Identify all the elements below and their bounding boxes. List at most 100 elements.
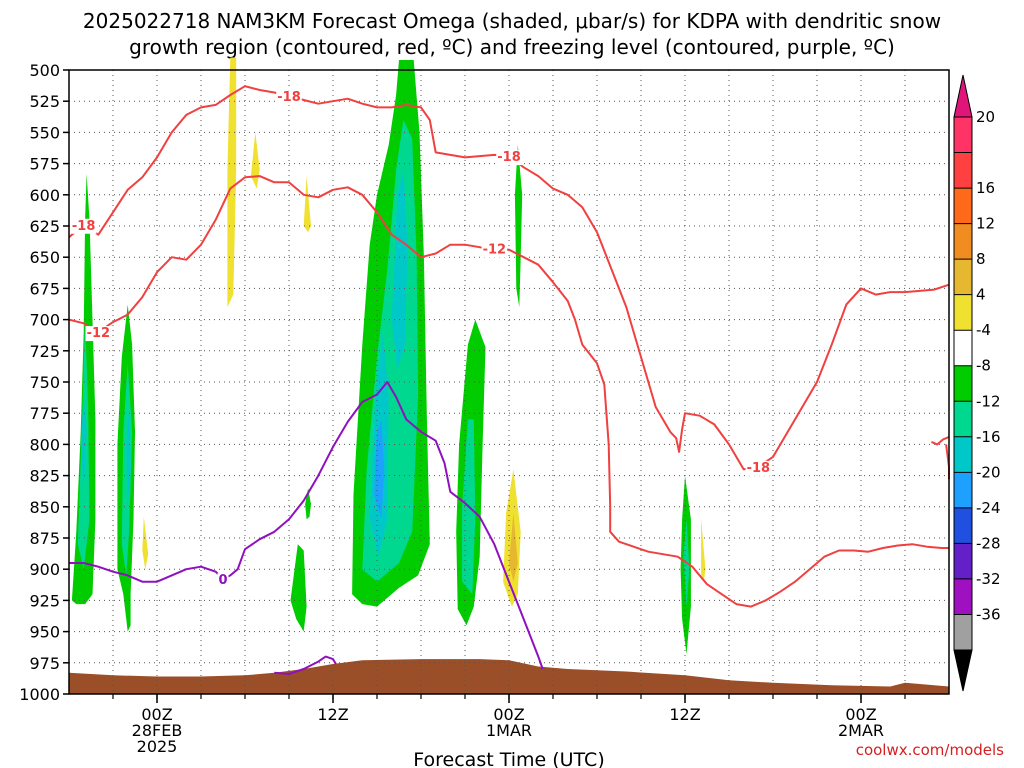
omega-region-24 (701, 519, 706, 580)
colorbar-top-arrow (953, 74, 973, 118)
colorbar-label: -28 (976, 534, 1001, 552)
colorbar-bin (954, 294, 972, 331)
colorbar-bin (954, 472, 972, 509)
omega-region-16 (126, 407, 131, 507)
dendritic-contour-1 (68, 175, 949, 608)
y-tick-label: 975 (29, 654, 60, 673)
colorbar-label: -24 (976, 499, 1001, 517)
omega-region-15 (80, 394, 87, 495)
dendritic-contour-label-0c-bg (496, 150, 522, 166)
chart-title-line-1: 2025022718 NAM3KM Forecast Omega (shaded… (83, 9, 941, 33)
colorbar: 20 16 12 8 4 -4 -8 -12 -16 -20 -24 -28 -32 -36 (953, 74, 1001, 692)
colorbar-label: -32 (976, 570, 1001, 588)
colorbar-label: 16 (976, 179, 995, 197)
colorbar-bin (954, 223, 972, 260)
y-tick-label: 500 (29, 61, 60, 80)
dendritic-contour-label-1a-bg (85, 326, 112, 342)
colorbar-label: -4 (976, 321, 991, 339)
dendritic-contour-label-1a: -12 (87, 326, 111, 341)
colorbar-label: -8 (976, 357, 991, 375)
colorbar-label: -16 (976, 428, 1001, 446)
colorbar-label: -12 (976, 392, 1001, 410)
freezing-level-contour-1 (274, 655, 337, 675)
y-tick-label: 825 (29, 467, 60, 486)
y-tick-label: 875 (29, 529, 60, 548)
colorbar-bin (954, 259, 972, 295)
colorbar-bin (954, 436, 972, 473)
y-axis: 500 525 550 575 600 625 650 675 700 725 750 775 800 8… (19, 61, 69, 704)
colorbar-label: 12 (976, 215, 995, 233)
omega-region-7 (305, 488, 311, 520)
freezing-level-contour-0 (69, 381, 544, 670)
colorbar-label: 20 (976, 108, 995, 126)
colorbar-label: -36 (976, 605, 1001, 623)
x-tick-label: 00Z (141, 705, 172, 724)
omega-region-17 (374, 419, 385, 520)
y-tick-label: 775 (29, 404, 60, 423)
omega-region-23 (509, 513, 518, 582)
colorbar-bin (954, 578, 972, 615)
terrain-fill (69, 659, 949, 694)
y-tick-label: 900 (29, 560, 60, 579)
y-tick-label: 625 (29, 217, 60, 236)
y-tick-label: 750 (29, 373, 60, 392)
y-tick-label: 1000 (19, 685, 60, 704)
colorbar-bin (954, 543, 972, 580)
x-tick-label: 28FEB (132, 721, 183, 740)
omega-region-4 (514, 144, 523, 308)
colorbar-label: 4 (976, 286, 986, 304)
chart-title-line-2: growth region (contoured, red, ºC) and f… (129, 35, 895, 59)
colorbar-bin (954, 401, 972, 438)
colorbar-label: 8 (976, 250, 986, 268)
chart-title: 2025022718 NAM3KM Forecast Omega (shaded… (83, 9, 941, 59)
dendritic-contour-label-1b-bg (481, 242, 508, 258)
y-tick-label: 525 (29, 92, 60, 111)
colorbar-bottom-arrow (953, 649, 973, 692)
y-tick-label: 950 (29, 623, 60, 642)
colorbar-label: -20 (976, 463, 1001, 481)
x-tick-label: 2MAR (838, 721, 884, 740)
dendritic-contour-label-0d-bg (745, 460, 772, 476)
dendritic-contour-2 (931, 435, 950, 446)
y-tick-label: 600 (29, 186, 60, 205)
freezing-level-label: 0 (218, 573, 227, 588)
omega-region-19 (250, 132, 260, 189)
x-tick-label: 00Z (493, 705, 524, 724)
x-tick-label: 12Z (317, 705, 348, 724)
y-tick-label: 700 (29, 311, 60, 330)
dendritic-contour-label-0b: -18 (277, 90, 301, 105)
x-tick-label: 12Z (669, 705, 700, 724)
y-tick-label: 925 (29, 591, 60, 610)
dendritic-contour-0 (68, 85, 950, 471)
omega-region-20 (303, 176, 311, 233)
dendritic-contour-label-0b-bg (276, 90, 302, 106)
colorbar-frame (953, 116, 973, 651)
omega-region-18 (227, 57, 237, 308)
y-tick-label: 650 (29, 248, 60, 267)
y-tick-label: 550 (29, 123, 60, 142)
dendritic-contour-label-1b: -12 (483, 242, 507, 257)
y-tick-label: 675 (29, 279, 60, 298)
y-tick-label: 575 (29, 155, 60, 174)
x-axis-title: Forecast Time (UTC) (413, 749, 604, 768)
x-tick-label: 2025 (137, 737, 178, 756)
contours: -18 -18 -18 -18 -12 -12 0 (68, 85, 950, 675)
dendritic-contour-label-0a: -18 (72, 219, 96, 234)
colorbar-bin (954, 365, 972, 402)
y-tick-label: 800 (29, 435, 60, 454)
x-tick-label: 00Z (845, 705, 876, 724)
dendritic-contour-label-0a-bg (70, 218, 97, 234)
dendritic-contour-label-0d: -18 (747, 461, 771, 476)
y-tick-label: 850 (29, 498, 60, 517)
freezing-level-label-bg (217, 573, 229, 589)
y-tick-label: 725 (29, 342, 60, 361)
omega-region-6 (290, 544, 307, 632)
colorbar-bin (954, 188, 972, 224)
x-tick-label: 1MAR (486, 721, 532, 740)
colorbar-bin (954, 152, 972, 189)
omega-region-21 (142, 516, 149, 570)
colorbar-bin (954, 117, 972, 153)
colorbar-bin (954, 330, 972, 367)
